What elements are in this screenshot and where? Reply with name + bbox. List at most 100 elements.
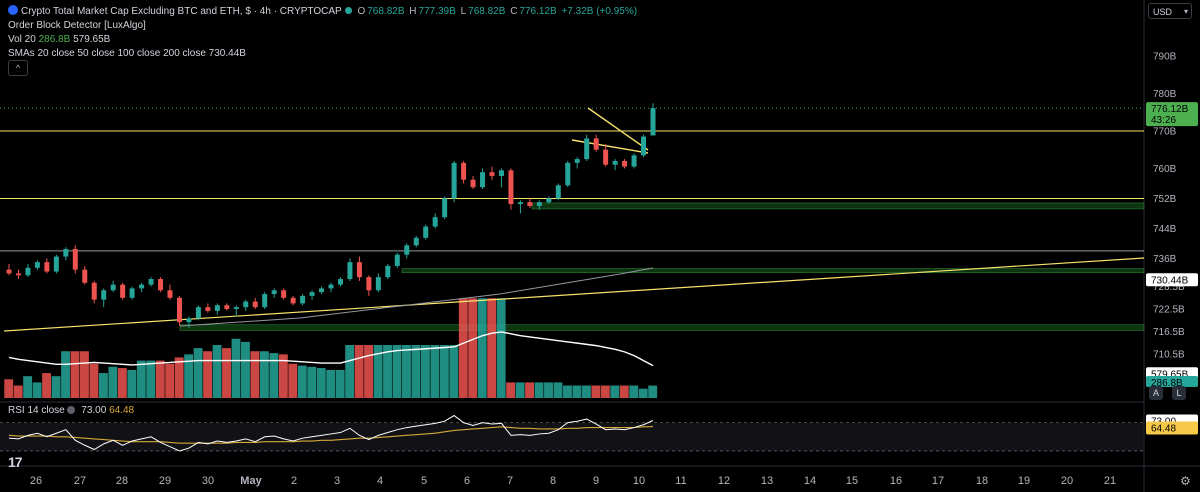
- time-tick-label: 7: [507, 475, 513, 487]
- volume-bar: [127, 369, 137, 398]
- volume-bar: [165, 363, 175, 398]
- candle-body: [72, 249, 78, 270]
- time-tick-label: 28: [116, 475, 128, 487]
- order-blocks: [179, 202, 1145, 331]
- candle-body: [574, 159, 580, 163]
- volume-ma-badge-text: 579.65B: [1151, 369, 1189, 380]
- time-tick-label: 19: [1018, 475, 1030, 487]
- time-tick-label: 5: [421, 475, 427, 487]
- volume-bar: [70, 351, 80, 398]
- volume-bar: [600, 385, 610, 398]
- candle-body: [271, 290, 277, 295]
- candle-body: [25, 267, 31, 276]
- price-tick-label: 728.5B: [1153, 282, 1185, 293]
- price-tick-label: 710.5B: [1153, 350, 1185, 361]
- symbol-title[interactable]: Crypto Total Market Cap Excluding BTC an…: [21, 6, 342, 17]
- order-block-zone: [179, 324, 1145, 331]
- volume-bar: [591, 385, 601, 398]
- volume-badge-bg: [1146, 376, 1198, 387]
- tradingview-logo-icon: 17: [8, 454, 23, 470]
- volume-bar: [13, 385, 23, 398]
- time-tick-label: 26: [30, 475, 42, 487]
- candle-body: [281, 290, 287, 298]
- candle-body: [44, 262, 50, 272]
- time-tick-label: 3: [334, 475, 340, 487]
- candle-body: [451, 162, 457, 199]
- volume-bar: [212, 345, 222, 398]
- volume-bar: [89, 363, 99, 398]
- volume-bar: [449, 345, 459, 398]
- candle-body: [6, 269, 12, 274]
- volume-bar: [307, 366, 317, 398]
- volume-bar: [174, 357, 184, 398]
- candle-body: [584, 138, 590, 160]
- last-price-badge-text: 43:26: [1151, 115, 1176, 126]
- last-price-badge-text: 776.12B: [1151, 104, 1189, 115]
- volume-bar: [619, 385, 629, 398]
- volume-bar: [155, 360, 165, 398]
- candle-body: [347, 262, 353, 280]
- candle-body: [404, 245, 410, 255]
- volume-bar: [364, 345, 374, 398]
- time-tick-label: 12: [718, 475, 730, 487]
- candle-body: [366, 277, 372, 291]
- candle-body: [63, 249, 69, 257]
- indicator-order-block[interactable]: Order Block Detector [LuxAlgo]: [8, 20, 146, 31]
- collapse-legend-button[interactable]: ^: [8, 60, 28, 76]
- candle-body: [148, 279, 154, 285]
- indicator-smas[interactable]: SMAs 20 close 50 close 100 close 200 clo…: [8, 48, 246, 59]
- indicator-volume[interactable]: Vol 20 286.8B 579.65B: [8, 34, 111, 45]
- volume-bar: [477, 298, 487, 398]
- candle-body: [101, 290, 107, 300]
- volume-bar: [117, 368, 127, 398]
- log-scale-button[interactable]: L: [1172, 386, 1186, 400]
- volume-bar: [250, 351, 260, 398]
- candle-body: [489, 172, 495, 176]
- time-tick-label: 11: [675, 475, 686, 487]
- candle-body: [300, 295, 306, 304]
- candle-body: [205, 307, 211, 311]
- candle-body: [110, 284, 116, 291]
- price-change: +7.32B (+0.95%): [561, 6, 638, 17]
- candle-body: [252, 301, 258, 308]
- time-tick-label: 21: [1104, 475, 1116, 487]
- currency-select[interactable]: USD ▾: [1148, 3, 1192, 19]
- volume-bar: [581, 385, 591, 398]
- candle-body: [375, 277, 381, 291]
- volume-bar: [4, 379, 14, 398]
- volume-bar: [278, 354, 288, 398]
- candle-body: [641, 136, 647, 156]
- volume-bar: [316, 368, 326, 398]
- candle-body: [91, 282, 97, 300]
- candle-body: [536, 202, 542, 206]
- price-tick-label: 780B: [1153, 89, 1177, 100]
- price-tick-label: 736B: [1153, 254, 1177, 265]
- gear-icon[interactable]: ⚙: [1180, 474, 1191, 488]
- sma-long-line: [3, 257, 1145, 332]
- volume-bars: [4, 298, 658, 398]
- volume-bar: [563, 385, 572, 398]
- volume-bar: [222, 348, 231, 398]
- time-tick-label: 8: [550, 475, 556, 487]
- price-tick-label: 760B: [1153, 164, 1177, 175]
- time-axis[interactable]: 26 27 28 29 30 May 2 3 4 5 6 7 8 9 10 11 12 13 14 15 16 17 18 1…: [30, 475, 1116, 487]
- candle-body: [53, 256, 59, 272]
- volume-bar: [458, 298, 468, 398]
- time-tick-label: 9: [593, 475, 599, 487]
- auto-scale-button[interactable]: A: [1149, 386, 1163, 400]
- rsi-legend[interactable]: RSI 14 close 73.00 64.48: [8, 405, 135, 416]
- volume-bar: [288, 363, 298, 398]
- candle-body: [622, 160, 628, 167]
- trend-lines: [3, 107, 1145, 367]
- price-tick-label: 790B: [1153, 52, 1177, 63]
- price-tick-label: 744B: [1153, 224, 1177, 235]
- price-scale[interactable]: 790B 780B 770B 760B 752B 744B 736B 728.5B 722.5B…: [1146, 52, 1198, 435]
- horizontal-levels: [0, 107, 1144, 252]
- volume-bar: [193, 348, 203, 398]
- candle-body: [158, 279, 164, 291]
- candle-body: [167, 290, 173, 298]
- price-tick-label: 770B: [1153, 126, 1177, 137]
- candle-body: [328, 284, 334, 289]
- volume-bar: [61, 351, 70, 398]
